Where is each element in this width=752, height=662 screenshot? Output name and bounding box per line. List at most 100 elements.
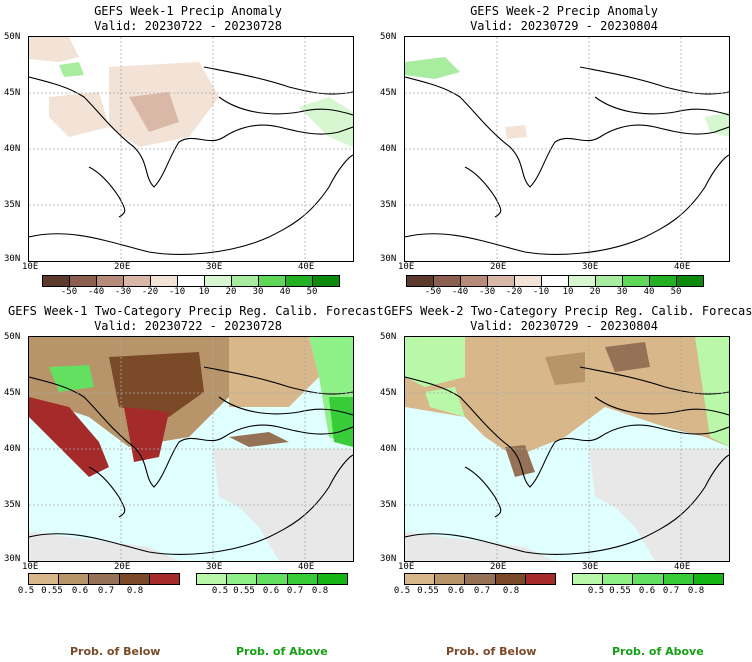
cbar-label: 0.7 <box>473 586 491 596</box>
cbar-label: 30 <box>252 287 264 297</box>
gridlines <box>405 337 729 561</box>
lon-label-40e: 40E <box>298 262 315 272</box>
cbar-label: 0.7 <box>662 586 680 596</box>
cbar-label: 0.6 <box>638 586 656 596</box>
gridlines <box>29 37 353 261</box>
lat-label-50n: 50N <box>4 32 21 42</box>
lon-label-20e: 20E <box>490 262 507 272</box>
lon-label-40e: 40E <box>674 562 691 572</box>
cbar-swatch <box>461 276 488 286</box>
prob-below-label: Prob. of Below <box>446 645 537 658</box>
cbar-label: -50 <box>424 287 442 297</box>
lat-label-40n: 40N <box>4 144 21 154</box>
lat-label-40n: 40N <box>380 144 397 154</box>
cbar-swatch <box>693 574 724 584</box>
cbar-label: -30 <box>478 287 496 297</box>
cbar-label: 0.5 <box>17 586 35 596</box>
cbar-label: -20 <box>505 287 523 297</box>
cbar-label: 10 <box>562 287 574 297</box>
cbar-swatch <box>151 276 178 286</box>
map-svg <box>29 337 353 561</box>
lat-label-40n: 40N <box>4 444 21 454</box>
cbar-swatch <box>488 276 515 286</box>
cbar-label: 40 <box>643 287 655 297</box>
cbar-label: 0.55 <box>417 586 439 596</box>
lon-label-30e: 30E <box>582 262 599 272</box>
panel-title: GEFS Week-2 Precip Anomaly <box>470 4 658 18</box>
cbar-label: 20 <box>225 287 237 297</box>
lon-label-20e: 20E <box>114 262 131 272</box>
cbar-label: -40 <box>87 287 105 297</box>
lat-label-50n: 50N <box>380 32 397 42</box>
lat-label-50n: 50N <box>380 332 397 342</box>
panel-title: GEFS Week-1 Two-Category Precip Reg. Cal… <box>8 304 384 318</box>
lat-label-30n: 30N <box>380 254 397 264</box>
lon-label-10e: 10E <box>22 562 39 572</box>
lat-label-45n: 45N <box>380 88 397 98</box>
cbar-label: 0.7 <box>286 586 304 596</box>
cbar-swatch <box>259 276 286 286</box>
cbar-label: 20 <box>589 287 601 297</box>
lon-label-40e: 40E <box>674 262 691 272</box>
panel-week2-two-category: GEFS Week-2 Two-Category Precip Reg. Cal… <box>376 300 752 600</box>
lon-label-30e: 30E <box>206 262 223 272</box>
prob-below-colorbar <box>404 573 556 585</box>
lon-label-10e: 10E <box>398 262 415 272</box>
cbar-swatch <box>603 574 634 584</box>
lat-label-50n: 50N <box>4 332 21 342</box>
lat-label-45n: 45N <box>4 88 21 98</box>
cbar-label: -10 <box>168 287 186 297</box>
cbar-label: 0.5 <box>211 586 229 596</box>
cbar-swatch <box>663 574 694 584</box>
cbar-swatch <box>313 276 339 286</box>
cbar-label: 0.8 <box>687 586 705 596</box>
cbar-label: -50 <box>60 287 78 297</box>
cbar-swatch <box>525 574 556 584</box>
gridlines <box>405 37 729 261</box>
cbar-swatch <box>435 574 466 584</box>
cbar-swatch <box>178 276 205 286</box>
probability-map <box>28 336 354 562</box>
map-svg <box>405 37 729 261</box>
cbar-label: 0.5 <box>393 586 411 596</box>
cbar-label: 0.7 <box>97 586 115 596</box>
cbar-label: -10 <box>532 287 550 297</box>
cbar-swatch <box>97 276 124 286</box>
cbar-label: 0.6 <box>71 586 89 596</box>
cbar-label: 50 <box>670 287 682 297</box>
anomaly-colorbar <box>42 275 340 287</box>
prob-below-label: Prob. of Below <box>70 645 161 658</box>
lat-label-30n: 30N <box>4 254 21 264</box>
map-svg <box>29 37 353 261</box>
lon-label-10e: 10E <box>398 562 415 572</box>
coastlines <box>405 66 729 255</box>
anomaly-shading <box>405 57 729 139</box>
cbar-label: -30 <box>114 287 132 297</box>
panel-title: GEFS Week-1 Precip Anomaly <box>94 4 282 18</box>
cbar-label: 30 <box>616 287 628 297</box>
cbar-swatch <box>465 574 496 584</box>
map-svg <box>405 337 729 561</box>
cbar-swatch <box>623 276 650 286</box>
cbar-swatch <box>124 276 151 286</box>
lon-label-20e: 20E <box>490 562 507 572</box>
cbar-swatch <box>317 574 348 584</box>
lat-label-40n: 40N <box>380 444 397 454</box>
coastlines <box>29 66 353 255</box>
panel-week1-two-category: GEFS Week-1 Two-Category Precip Reg. Cal… <box>0 300 384 600</box>
cbar-label: 0.8 <box>126 586 144 596</box>
lat-label-45n: 45N <box>4 388 21 398</box>
cbar-label: 0.5 <box>587 586 605 596</box>
cbar-label: 10 <box>198 287 210 297</box>
cbar-swatch <box>405 574 436 584</box>
cbar-label: -40 <box>451 287 469 297</box>
cbar-label: -20 <box>141 287 159 297</box>
probability-map <box>404 336 730 562</box>
cbar-swatch <box>495 574 526 584</box>
lat-label-35n: 35N <box>4 500 21 510</box>
cbar-label: 0.55 <box>233 586 255 596</box>
prob-above-colorbar <box>572 573 724 585</box>
gridlines <box>29 337 353 561</box>
cbar-swatch <box>542 276 569 286</box>
cbar-label: 0.55 <box>609 586 631 596</box>
